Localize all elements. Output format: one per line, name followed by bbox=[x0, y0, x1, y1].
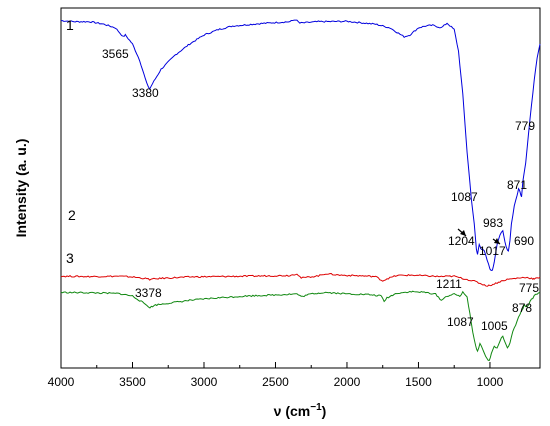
x-tick-label: 3500 bbox=[119, 375, 146, 389]
series-line-2 bbox=[60, 273, 541, 287]
peak-label: 1204 bbox=[448, 234, 475, 248]
peak-label: 1017 bbox=[479, 244, 506, 258]
x-axis-title: ν (cm−1) bbox=[274, 402, 327, 419]
x-tick-label: 1000 bbox=[477, 375, 504, 389]
x-tick-label: 1500 bbox=[405, 375, 432, 389]
peak-label: 1211 bbox=[436, 277, 462, 291]
x-tick-label: 3000 bbox=[191, 375, 218, 389]
plot-frame bbox=[60, 7, 541, 369]
pointer-arrow-head bbox=[494, 238, 500, 244]
x-tick-label: 4000 bbox=[48, 375, 75, 389]
series-line-3 bbox=[60, 290, 541, 362]
x-tick-label: 2500 bbox=[262, 375, 289, 389]
peak-label: 871 bbox=[507, 178, 527, 192]
peak-label: 3380 bbox=[132, 86, 159, 100]
peak-label: 1005 bbox=[481, 319, 508, 333]
curve-label-3: 3 bbox=[66, 250, 74, 266]
peak-label: 983 bbox=[483, 216, 503, 230]
peak-label: 1087 bbox=[447, 315, 474, 329]
peak-label: 878 bbox=[512, 301, 532, 315]
series-line-1 bbox=[60, 19, 541, 272]
series-layer bbox=[60, 19, 541, 362]
x-axis: 4000 3500 3000 2500 2000 1500 1000 bbox=[48, 362, 504, 389]
peak-label: 775 bbox=[519, 281, 539, 295]
x-tick-label: 2000 bbox=[334, 375, 361, 389]
peak-label: 1087 bbox=[451, 190, 478, 204]
curve-label-2: 2 bbox=[68, 207, 76, 223]
pointer-arrow-head bbox=[460, 230, 466, 236]
y-axis-title: Intensity (a. u.) bbox=[13, 139, 29, 238]
peak-label: 3378 bbox=[135, 286, 162, 300]
peak-label: 3565 bbox=[102, 47, 129, 61]
peak-label: 690 bbox=[514, 234, 534, 248]
peak-label: 779 bbox=[515, 119, 535, 133]
curve-label-1: 1 bbox=[66, 17, 74, 33]
